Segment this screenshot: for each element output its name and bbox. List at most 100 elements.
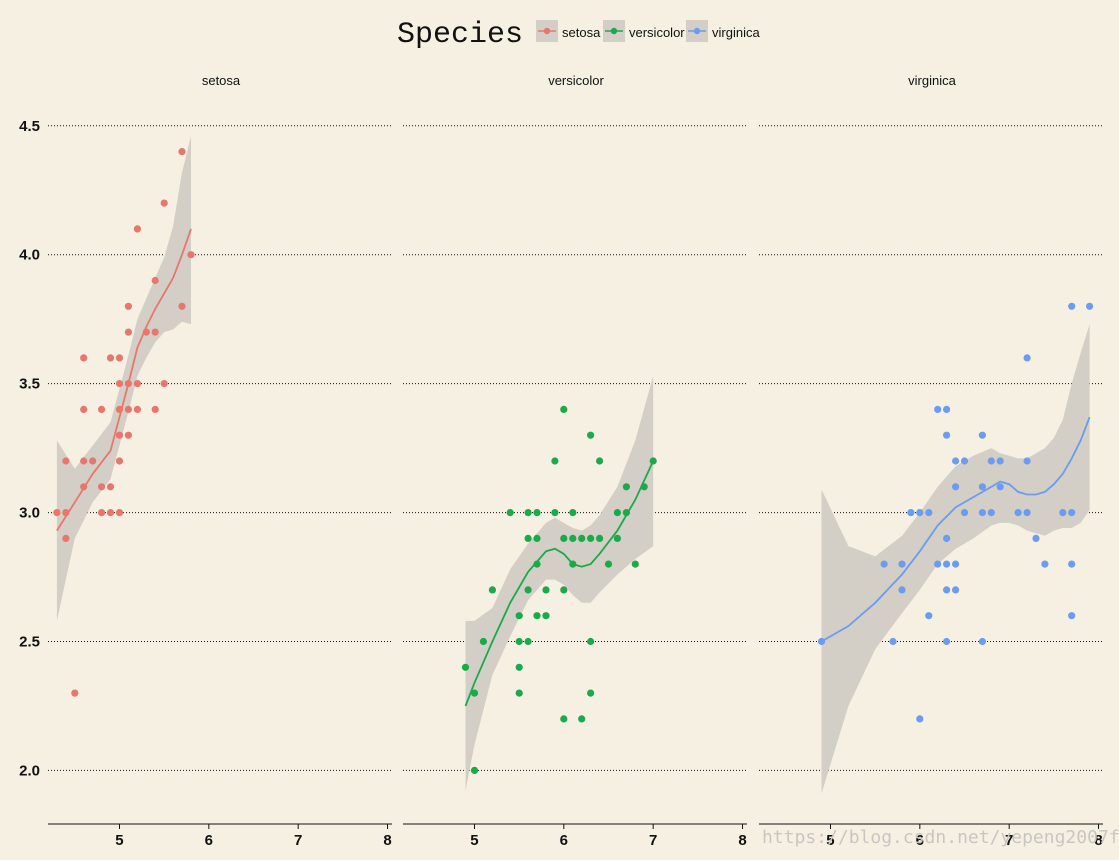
data-point-virginica-6 xyxy=(916,508,924,517)
data-point-virginica-13 xyxy=(943,431,951,439)
data-point-virginica-15 xyxy=(943,560,951,568)
data-point-versicolor-5 xyxy=(506,508,514,517)
data-point-virginica-8 xyxy=(925,508,933,517)
data-point-setosa-38 xyxy=(187,251,195,259)
legend-label-setosa: setosa xyxy=(562,25,601,40)
x-tick-label-virginica-7: 7 xyxy=(1005,832,1013,849)
data-point-versicolor-23 xyxy=(560,534,568,543)
x-tick-label-virginica-8: 8 xyxy=(1094,832,1102,849)
data-point-virginica-11 xyxy=(934,560,942,568)
data-point-setosa-25 xyxy=(124,405,132,413)
data-point-virginica-25 xyxy=(978,483,987,491)
fit-line-virginica xyxy=(821,416,1091,643)
data-point-virginica-23 xyxy=(960,508,969,517)
data-point-versicolor-19 xyxy=(542,612,550,620)
data-point-versicolor-37 xyxy=(604,560,613,568)
watermark: https://blog.csdn.net/yepeng2007fei xyxy=(762,827,1119,848)
data-point-setosa-3 xyxy=(62,534,70,543)
data-point-versicolor-24 xyxy=(560,586,568,594)
data-point-setosa-10 xyxy=(98,405,106,413)
data-point-virginica-24 xyxy=(978,431,987,439)
data-point-virginica-30 xyxy=(996,457,1004,465)
data-point-versicolor-43 xyxy=(640,483,648,491)
data-point-virginica-29 xyxy=(987,508,995,517)
data-point-versicolor-13 xyxy=(524,637,532,646)
fit-line-versicolor xyxy=(464,460,655,707)
confidence-band-virginica xyxy=(821,324,1090,794)
data-point-setosa-15 xyxy=(106,508,115,517)
data-point-virginica-7 xyxy=(916,715,924,723)
x-tick-label-setosa-6: 6 xyxy=(205,832,213,849)
data-point-virginica-9 xyxy=(925,612,933,620)
data-point-virginica-21 xyxy=(952,586,960,594)
legend: Species setosa versicolor virginica xyxy=(397,18,760,52)
data-point-versicolor-12 xyxy=(524,586,532,594)
data-point-versicolor-31 xyxy=(587,431,595,439)
data-point-versicolor-35 xyxy=(596,457,604,465)
data-point-setosa-13 xyxy=(106,354,115,362)
legend-item-setosa: setosa xyxy=(536,20,601,42)
panels: setosa 5 6 7 8 2.0 2.5 3.0 3.5 4.0 4.5 versicolor 5 6… xyxy=(19,73,1103,849)
data-point-virginica-5 xyxy=(907,508,915,517)
data-point-versicolor-10 xyxy=(524,508,532,517)
data-point-setosa-8 xyxy=(80,483,88,491)
data-point-setosa-36 xyxy=(178,148,186,156)
data-point-versicolor-3 xyxy=(479,637,487,646)
data-point-virginica-22 xyxy=(960,457,969,465)
data-point-setosa-33 xyxy=(151,405,159,413)
data-point-setosa-12 xyxy=(98,508,106,517)
data-point-versicolor-21 xyxy=(551,508,559,517)
data-point-virginica-27 xyxy=(978,637,987,646)
data-point-versicolor-42 xyxy=(631,560,639,568)
data-point-setosa-21 xyxy=(115,508,124,517)
data-point-versicolor-39 xyxy=(613,534,622,543)
data-point-setosa-11 xyxy=(98,483,106,491)
x-tick-label-versicolor-7: 7 xyxy=(649,832,657,849)
data-point-versicolor-0 xyxy=(461,663,470,671)
data-point-versicolor-26 xyxy=(569,508,577,517)
data-point-versicolor-30 xyxy=(578,715,586,723)
data-point-setosa-17 xyxy=(115,380,124,388)
data-point-setosa-22 xyxy=(124,302,132,310)
confidence-band-setosa xyxy=(56,136,192,621)
data-point-virginica-32 xyxy=(1014,508,1022,517)
x-tick-label-setosa-5: 5 xyxy=(115,832,123,849)
data-point-virginica-14 xyxy=(943,534,951,543)
data-point-versicolor-2 xyxy=(470,766,479,775)
data-point-setosa-4 xyxy=(71,689,79,697)
x-tick-label-setosa-7: 7 xyxy=(294,832,302,849)
data-point-versicolor-40 xyxy=(622,483,631,491)
y-tick-label-3.5: 3.5 xyxy=(19,376,40,393)
strip-label-setosa: setosa xyxy=(202,73,241,88)
data-point-virginica-3 xyxy=(898,560,906,568)
data-point-versicolor-15 xyxy=(533,534,541,543)
data-point-setosa-24 xyxy=(124,380,132,388)
y-tick-label-4.0: 4.0 xyxy=(19,247,40,264)
data-point-versicolor-25 xyxy=(560,715,568,723)
data-point-virginica-1 xyxy=(880,560,888,568)
y-tick-label-2.5: 2.5 xyxy=(19,634,40,651)
legend-point-setosa xyxy=(543,27,551,35)
data-point-setosa-7 xyxy=(80,457,88,465)
x-tick-label-versicolor-6: 6 xyxy=(560,832,568,849)
x-tick-label-versicolor-8: 8 xyxy=(738,832,746,849)
data-point-versicolor-38 xyxy=(613,508,622,517)
data-point-setosa-20 xyxy=(115,457,124,465)
data-point-setosa-23 xyxy=(124,328,132,336)
data-point-versicolor-22 xyxy=(560,405,568,413)
data-point-virginica-40 xyxy=(1068,508,1076,517)
data-point-versicolor-36 xyxy=(596,534,604,543)
data-point-versicolor-28 xyxy=(569,560,577,568)
data-point-setosa-28 xyxy=(133,380,141,388)
legend-item-versicolor: versicolor xyxy=(603,20,685,42)
x-tick-label-setosa-8: 8 xyxy=(383,832,391,849)
data-point-setosa-1 xyxy=(62,457,70,465)
legend-label-virginica: virginica xyxy=(712,25,760,40)
x-tick-label-versicolor-5: 5 xyxy=(470,832,478,849)
data-point-setosa-18 xyxy=(115,405,124,413)
data-point-virginica-33 xyxy=(1023,354,1031,362)
data-point-virginica-43 xyxy=(1086,302,1094,310)
data-point-versicolor-29 xyxy=(578,534,586,543)
data-point-setosa-35 xyxy=(160,380,168,388)
y-tick-label-2.0: 2.0 xyxy=(19,762,40,779)
